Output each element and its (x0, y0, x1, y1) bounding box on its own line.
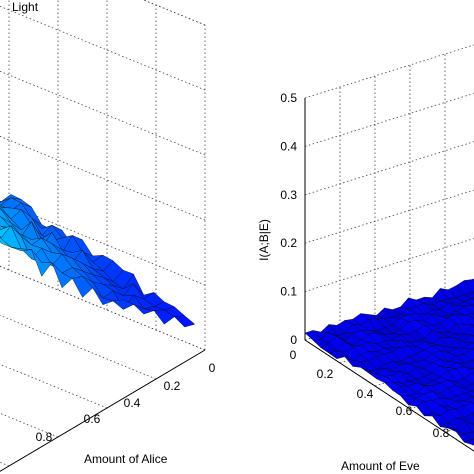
left-grid-line (0, 200, 206, 286)
left-x-tick-label: 0.8 (36, 430, 53, 444)
right-grid-line (304, 44, 474, 99)
right-z-tick-label: 0.4 (280, 139, 297, 153)
left-surface-cell (0, 200, 1, 203)
right-x-tick-label: 0.4 (357, 387, 374, 401)
left-grid-line (0, 265, 206, 351)
right-x-axis-line (304, 339, 474, 452)
right-grid-line (304, 92, 474, 147)
right-z-tick-label: 0 (290, 333, 297, 347)
left-x-tick-label: 0 (209, 361, 216, 375)
left-x-axis-label: Amount of Alice (84, 452, 168, 466)
left-x-tick-label: 0.2 (164, 379, 181, 393)
left-grid-line (0, 314, 157, 380)
right-z-tick-label: 0.5 (280, 91, 297, 105)
right-grid-line (304, 189, 474, 244)
left-chart-title: Light (12, 0, 39, 14)
left-grid-line (0, 412, 59, 438)
left-surface-cell (72, 276, 93, 298)
right-z-axis-label: I(A;B|E) (257, 219, 271, 261)
right-x-tick-label: 0.6 (396, 404, 413, 418)
left-grid-line (142, 0, 206, 26)
right-surface-chart: 0 0.1 0.2 0.3 0.4 0.5 0 0.2 0.4 0.6 0.8 (280, 44, 474, 452)
right-z-tick-label: 0.1 (280, 285, 297, 299)
left-x-tick-label: 0.4 (124, 396, 141, 410)
left-surface-chart: 0 0.2 0.4 0.6 0.8 (0, 0, 216, 472)
right-x-axis-label: Amount of Eve (341, 459, 420, 473)
left-surface-mesh (0, 194, 196, 328)
right-surface-mesh (304, 278, 474, 446)
right-grid-line (304, 141, 474, 196)
left-surface-cell (153, 309, 175, 325)
right-z-tick-label: 0.3 (280, 188, 297, 202)
right-x-tick-label: 0.8 (433, 426, 450, 440)
left-surface-cell (31, 249, 53, 277)
left-surface-cell (112, 299, 134, 310)
left-surface-cell (0, 202, 1, 204)
right-z-tick-label: 0.2 (280, 236, 297, 250)
left-surface-cell (0, 236, 12, 248)
right-grid-line (304, 238, 474, 292)
right-x-tick-label: 0.2 (317, 367, 334, 381)
left-grid-line (0, 70, 206, 156)
left-grid-line (0, 135, 206, 221)
right-surface-cell (304, 330, 322, 341)
left-x-axis-line (0, 349, 206, 472)
left-grid-line (0, 461, 10, 467)
left-grid-line (0, 363, 108, 409)
right-x-tick-label: 0 (290, 348, 297, 362)
left-grid-line (0, 5, 206, 91)
left-x-tick-label: 0.6 (84, 412, 101, 426)
left-surface-cell (174, 315, 196, 328)
